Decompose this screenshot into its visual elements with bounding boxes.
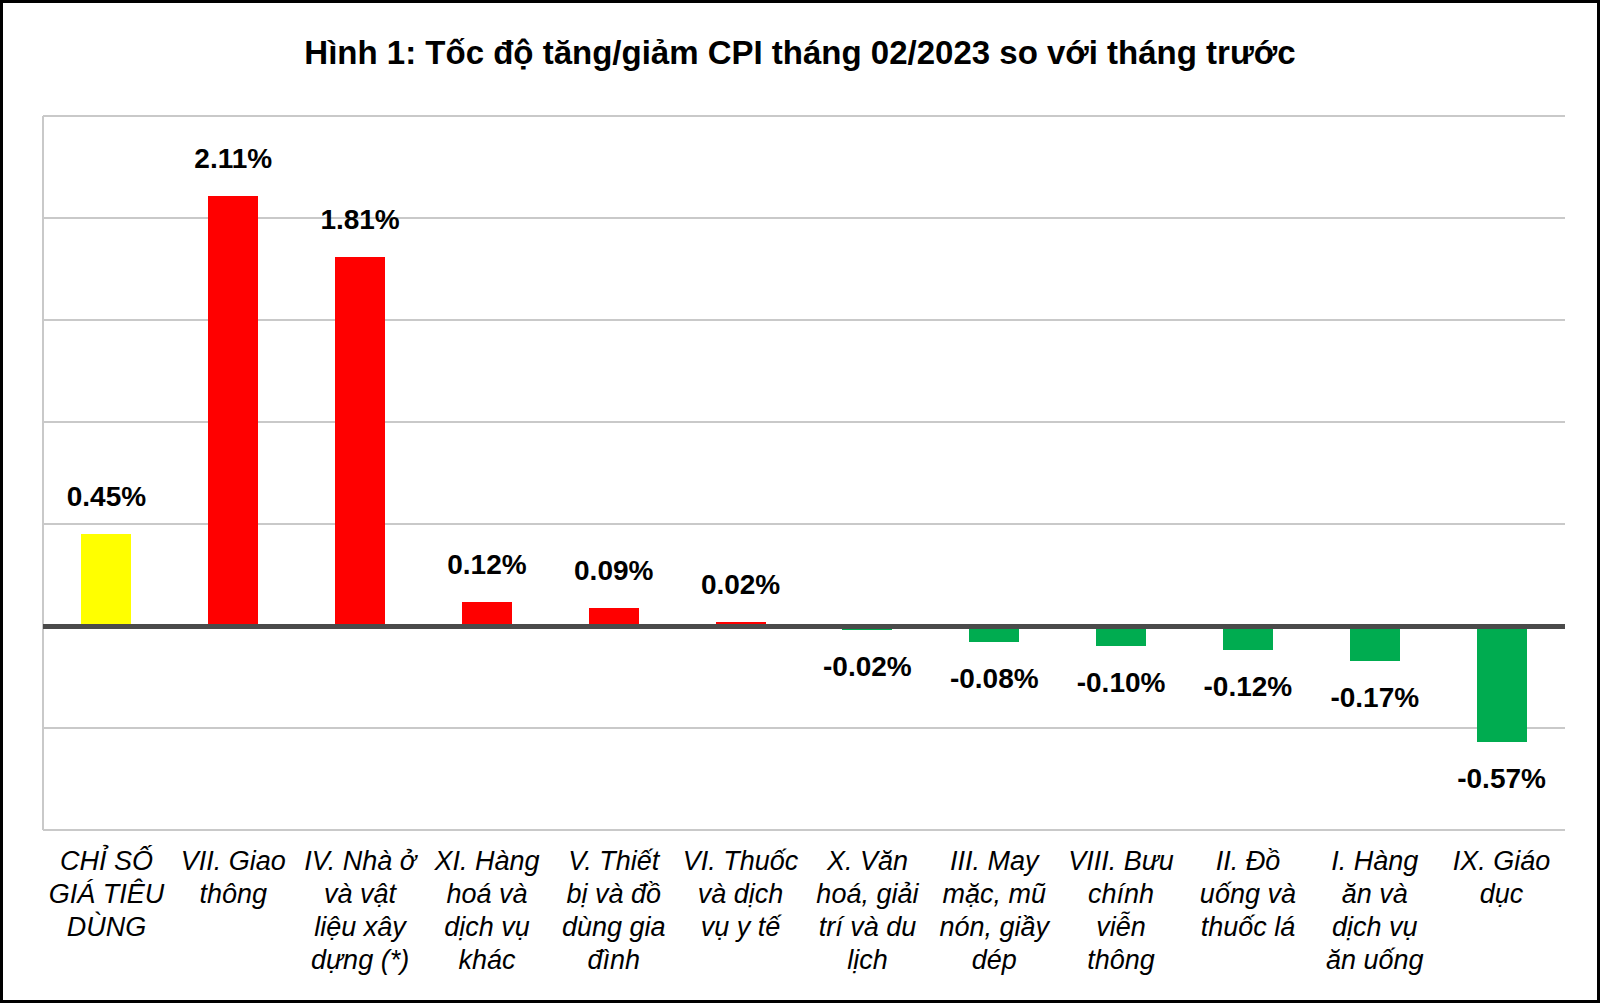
gridline — [43, 319, 1565, 321]
value-label-3: 1.81% — [275, 203, 445, 237]
category-axis: CHỈ SỐ GIÁ TIÊU DÙNGVII. Giao thôngIV. N… — [43, 845, 1565, 1003]
gridline — [43, 727, 1565, 729]
category-label-3: IV. Nhà ở và vật liệu xây dựng (*) — [290, 845, 431, 977]
bar-2 — [208, 196, 258, 626]
category-label-7: X. Văn hoá, giải trí và du lịch — [797, 845, 938, 977]
gridline — [43, 829, 1565, 831]
category-label-8: III. May mặc, mũ nón, giầy dép — [924, 845, 1065, 977]
gridline — [43, 421, 1565, 423]
category-label-9: VIII. Bưu chính viễn thông — [1051, 845, 1192, 977]
value-label-12: -0.57% — [1417, 762, 1587, 796]
bar-3 — [335, 257, 385, 626]
value-label-1: 0.45% — [21, 480, 191, 514]
bar-12 — [1477, 626, 1527, 742]
category-label-10: II. Đồ uống và thuốc lá — [1178, 845, 1319, 944]
category-label-1: CHỈ SỐ GIÁ TIÊU DÙNG — [36, 845, 177, 944]
gridline — [43, 115, 1565, 117]
category-label-2: VII. Giao thông — [163, 845, 304, 911]
category-label-4: XI. Hàng hoá và dịch vụ khác — [417, 845, 558, 977]
gridline — [43, 217, 1565, 219]
category-label-6: VI. Thuốc và dịch vụ y tế — [670, 845, 811, 944]
cpi-bar-chart-figure: Hình 1: Tốc độ tăng/giảm CPI tháng 02/20… — [0, 0, 1600, 1003]
plot-area: 0.45%2.11%1.81%0.12%0.09%0.02%-0.02%-0.0… — [43, 116, 1565, 830]
gridline — [43, 523, 1565, 525]
bar-1 — [81, 534, 131, 626]
value-label-2: 2.11% — [148, 142, 318, 176]
value-label-11: -0.17% — [1290, 681, 1460, 715]
value-label-6: 0.02% — [656, 568, 826, 602]
bar-11 — [1350, 626, 1400, 661]
bar-4 — [462, 602, 512, 626]
y-axis-line — [42, 116, 44, 830]
category-label-11: I. Hàng ăn và dịch vụ ăn uống — [1304, 845, 1445, 977]
x-axis-zero-line — [43, 624, 1565, 629]
chart-title: Hình 1: Tốc độ tăng/giảm CPI tháng 02/20… — [3, 33, 1597, 73]
category-label-5: V. Thiết bị và đồ dùng gia đình — [543, 845, 684, 977]
bar-9 — [1096, 626, 1146, 646]
category-label-12: IX. Giáo dục — [1431, 845, 1572, 911]
bar-10 — [1223, 626, 1273, 650]
